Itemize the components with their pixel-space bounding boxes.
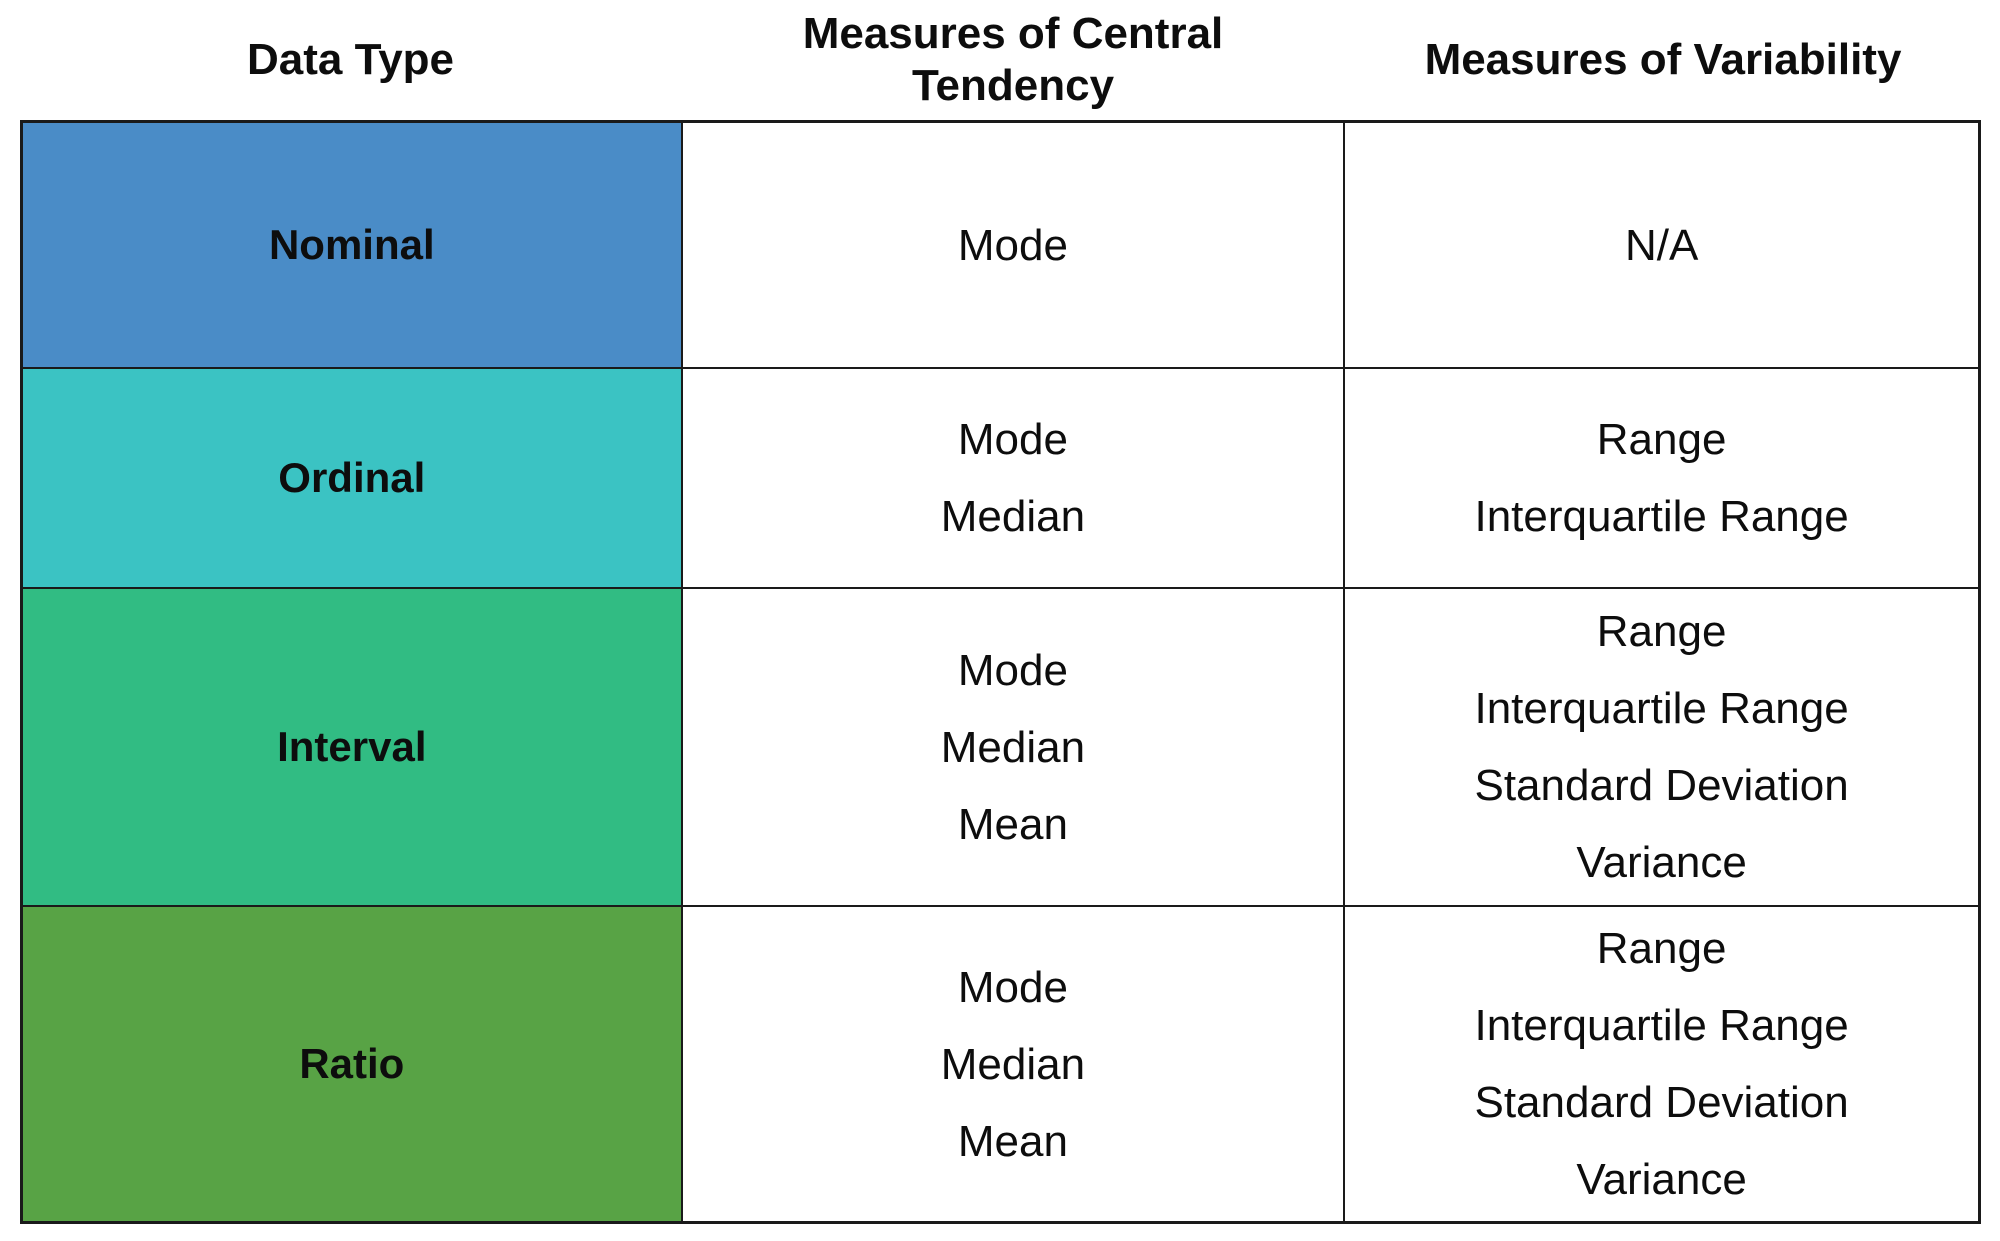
data-type-cell-ordinal: Ordinal	[23, 369, 681, 587]
column-header-central-tendency: Measures of Central Tendency	[681, 0, 1345, 120]
data-type-cell-interval: Interval	[23, 588, 681, 906]
column-header-label: Measures of Central Tendency	[802, 9, 1224, 110]
cell-line: Mode	[957, 962, 1068, 1012]
central-tendency-cell: Mode	[682, 123, 1344, 368]
cell-line: Median	[940, 722, 1086, 772]
data-type-cell-ratio: Ratio	[23, 907, 681, 1221]
cell-line: Median	[940, 492, 1086, 542]
table-header-row: Data Type Measures of Central Tendency M…	[20, 0, 1981, 120]
cell-line: Variance	[1576, 838, 1747, 888]
variability-cell: Range Interquartile Range Standard Devia…	[1345, 907, 1978, 1221]
cell-line: Interquartile Range	[1474, 492, 1849, 542]
cell-line: Mode	[957, 415, 1068, 465]
central-tendency-cell: Mode Median	[682, 369, 1344, 587]
central-tendency-cell: Mode Median Mean	[682, 588, 1344, 906]
cell-line: Median	[940, 1039, 1086, 1089]
cell-line: Range	[1596, 924, 1727, 974]
measures-table: Nominal Mode N/A Ordinal Mode Median Ran…	[20, 120, 1981, 1224]
data-type-cell-nominal: Nominal	[23, 123, 681, 368]
cell-line: N/A	[1624, 220, 1699, 270]
central-tendency-cell: Mode Median Mean	[682, 907, 1344, 1221]
cell-line: Mean	[957, 799, 1068, 849]
cell-line: Interquartile Range	[1474, 1001, 1849, 1051]
column-header-variability: Measures of Variability	[1345, 0, 1981, 120]
cell-line: Interquartile Range	[1474, 684, 1849, 734]
cell-line: Range	[1596, 415, 1727, 465]
cell-line: Range	[1596, 607, 1727, 657]
column-header-data-type: Data Type	[20, 0, 681, 120]
column-header-label: Measures of Variability	[1424, 35, 1902, 85]
variability-cell: Range Interquartile Range	[1345, 369, 1978, 587]
cell-line: Variance	[1576, 1155, 1747, 1205]
cell-line: Mode	[957, 645, 1068, 695]
variability-cell: Range Interquartile Range Standard Devia…	[1345, 588, 1978, 906]
cell-line: Mode	[957, 220, 1068, 270]
column-header-label: Data Type	[246, 35, 455, 85]
cell-line: Standard Deviation	[1474, 1078, 1849, 1128]
cell-line: Mean	[957, 1116, 1068, 1166]
variability-cell: N/A	[1345, 123, 1978, 368]
cell-line: Standard Deviation	[1474, 761, 1849, 811]
